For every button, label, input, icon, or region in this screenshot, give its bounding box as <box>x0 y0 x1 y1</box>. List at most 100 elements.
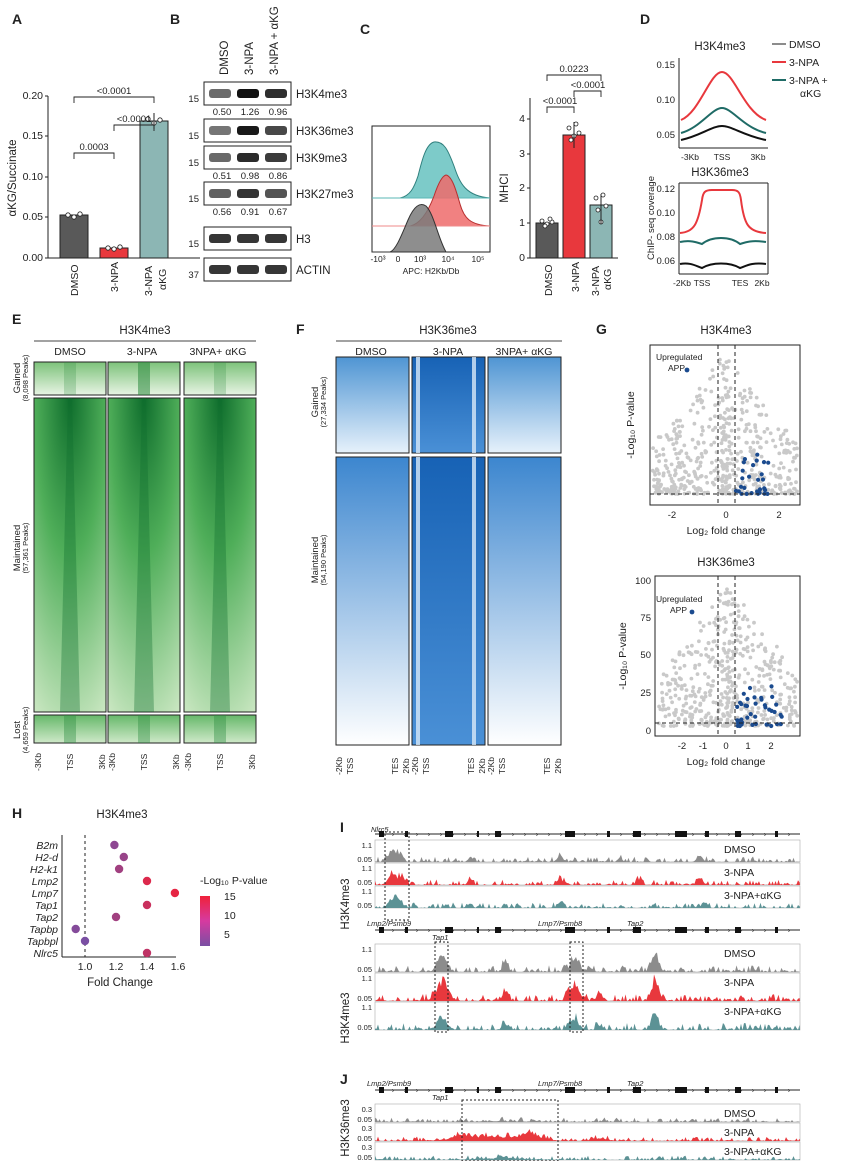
h-gene-label: Tap1 <box>35 900 58 912</box>
e-x-ticks: -3Kb TSS 3Kb -3Kb TSS 3Kb -3Kb TSS 3Kb <box>33 753 257 771</box>
panel-e: E H3K4me3 DMSO 3-NPA 3NPA+ αKG Gained (8… <box>12 311 257 771</box>
volcano-point <box>684 688 689 692</box>
volcano-point <box>674 723 679 728</box>
volcano-point <box>747 478 752 483</box>
gene-strand-arrow: › <box>728 830 731 839</box>
track-label: 3-NPA <box>724 977 754 989</box>
volcano-point <box>754 403 758 408</box>
volcano-point <box>781 706 786 710</box>
i-highlight-box <box>569 941 584 1033</box>
volcano-point <box>670 479 674 484</box>
e-heatmap-lost-center <box>64 715 76 743</box>
gene-strand-arrow: › <box>512 926 515 935</box>
volcano-point <box>721 450 725 455</box>
volcano-point <box>737 626 741 630</box>
volcano-point <box>782 682 787 687</box>
track-signal <box>375 1013 800 1030</box>
volcano-point <box>785 671 790 675</box>
volcano-point <box>704 653 709 657</box>
volcano-point <box>663 463 668 468</box>
volcano-point <box>704 647 708 651</box>
volcano-point <box>772 660 777 665</box>
volcano-point <box>713 414 717 419</box>
gene-exon <box>405 927 408 933</box>
d-top-ytick: 0.10 <box>657 95 676 106</box>
volcano-point <box>728 386 733 391</box>
volcano-point <box>692 421 697 426</box>
gene-exon <box>405 1087 408 1093</box>
volcano-app-point <box>765 491 770 496</box>
volcano-point <box>723 480 728 485</box>
j-highlight-box <box>461 1099 559 1161</box>
volcano-point <box>654 449 659 454</box>
d-legend-label: αKG <box>800 88 821 100</box>
volcano-point <box>728 461 733 466</box>
g-bottom-xtick: -2 <box>678 741 686 752</box>
h-gene-label: H2-d <box>35 852 59 864</box>
volcano-point <box>778 661 783 666</box>
volcano-point <box>725 365 730 370</box>
volcano-point <box>726 408 731 412</box>
volcano-point <box>690 723 694 728</box>
c-ytick-label: 4 <box>519 113 525 125</box>
track-scale: 0.05 <box>357 1134 372 1143</box>
volcano-point <box>695 410 700 415</box>
volcano-point <box>752 448 756 453</box>
b-column-label: 3-NPA <box>244 42 256 75</box>
volcano-point <box>753 688 757 693</box>
volcano-point <box>765 427 770 431</box>
volcano-point <box>668 682 673 686</box>
volcano-point <box>704 475 708 479</box>
volcano-point <box>677 451 682 455</box>
d-bottom-xtick: -2Kb <box>673 278 691 288</box>
b-molecular-weight: 15 <box>188 239 199 250</box>
volcano-point <box>779 461 783 465</box>
d-bottom-title: H3K36me3 <box>691 167 749 179</box>
gene-strand-arrow: › <box>644 926 647 935</box>
gene-strand-arrow: › <box>428 926 431 935</box>
volcano-point <box>762 483 766 487</box>
volcano-point <box>667 437 671 442</box>
volcano-point <box>741 617 745 622</box>
gene-strand-arrow: › <box>428 1086 431 1095</box>
volcano-point <box>711 679 716 683</box>
gene-strand-arrow: › <box>764 830 767 839</box>
f-xtick: 2Kb <box>553 758 563 773</box>
g-top-title: H3K4me3 <box>700 325 751 337</box>
g-bottom-ytick: 50 <box>640 650 651 661</box>
volcano-point <box>661 672 666 677</box>
volcano-point <box>764 440 769 444</box>
f-x-ticks: -2Kb TSS TES 2Kb -2Kb TSS TES 2Kb -2Kb TSS TES 2Kb <box>334 757 563 775</box>
volcano-point <box>677 652 682 657</box>
volcano-point <box>694 707 699 711</box>
volcano-point <box>762 709 767 713</box>
b-quantification: 0.86 <box>269 171 288 182</box>
volcano-point <box>671 442 676 447</box>
h-xtick: 1.2 <box>109 961 124 973</box>
volcano-point <box>727 448 732 453</box>
volcano-point <box>720 659 725 663</box>
track-signal <box>375 1129 800 1141</box>
c-ytick-label: 1 <box>519 217 525 229</box>
b-blot-band <box>209 89 231 98</box>
c-flow-tick: 10⁴ <box>441 254 454 264</box>
volcano-point <box>736 427 741 432</box>
volcano-point <box>740 400 745 405</box>
volcano-point <box>712 440 717 445</box>
volcano-point <box>720 460 724 465</box>
h-dot <box>80 936 90 946</box>
volcano-app-point <box>752 695 757 700</box>
volcano-point <box>778 437 783 442</box>
volcano-point <box>736 435 741 440</box>
volcano-point <box>709 683 714 688</box>
h-dot <box>114 864 124 874</box>
volcano-point <box>653 472 657 477</box>
volcano-point <box>740 396 745 401</box>
track-signal <box>375 1154 800 1160</box>
b-blot-band <box>265 234 287 243</box>
h-dot <box>111 912 121 922</box>
g-top-xtick: -2 <box>668 510 676 521</box>
track-scale: 0.05 <box>357 1153 372 1161</box>
volcano-point <box>703 449 708 453</box>
c-pvalue: <0.0001 <box>543 96 578 107</box>
